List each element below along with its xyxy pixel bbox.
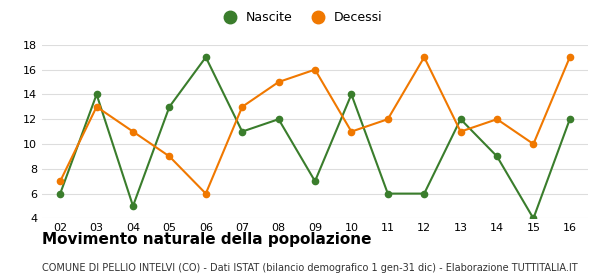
Decessi (566, 55, 574, 59)
Decessi (166, 155, 173, 158)
Nascite (566, 118, 574, 121)
Decessi (130, 130, 137, 133)
Decessi (457, 130, 464, 133)
Nascite (275, 118, 282, 121)
Nascite (493, 155, 500, 158)
Decessi (202, 192, 209, 195)
Nascite (202, 55, 209, 59)
Nascite (130, 204, 137, 208)
Decessi (239, 105, 246, 108)
Decessi (311, 68, 319, 71)
Decessi (384, 118, 391, 121)
Line: Nascite: Nascite (57, 54, 573, 221)
Nascite (348, 93, 355, 96)
Decessi (348, 130, 355, 133)
Decessi (275, 80, 282, 84)
Nascite (384, 192, 391, 195)
Decessi (493, 118, 500, 121)
Nascite (311, 179, 319, 183)
Decessi (93, 105, 100, 108)
Decessi (421, 55, 428, 59)
Nascite (421, 192, 428, 195)
Nascite (56, 192, 64, 195)
Nascite (93, 93, 100, 96)
Text: Movimento naturale della popolazione: Movimento naturale della popolazione (42, 232, 371, 248)
Nascite (457, 118, 464, 121)
Nascite (530, 217, 537, 220)
Decessi (530, 142, 537, 146)
Legend: Nascite, Decessi: Nascite, Decessi (212, 6, 388, 29)
Nascite (166, 105, 173, 108)
Nascite (239, 130, 246, 133)
Text: COMUNE DI PELLIO INTELVI (CO) - Dati ISTAT (bilancio demografico 1 gen-31 dic) -: COMUNE DI PELLIO INTELVI (CO) - Dati IST… (42, 263, 578, 273)
Decessi (56, 179, 64, 183)
Line: Decessi: Decessi (57, 54, 573, 197)
